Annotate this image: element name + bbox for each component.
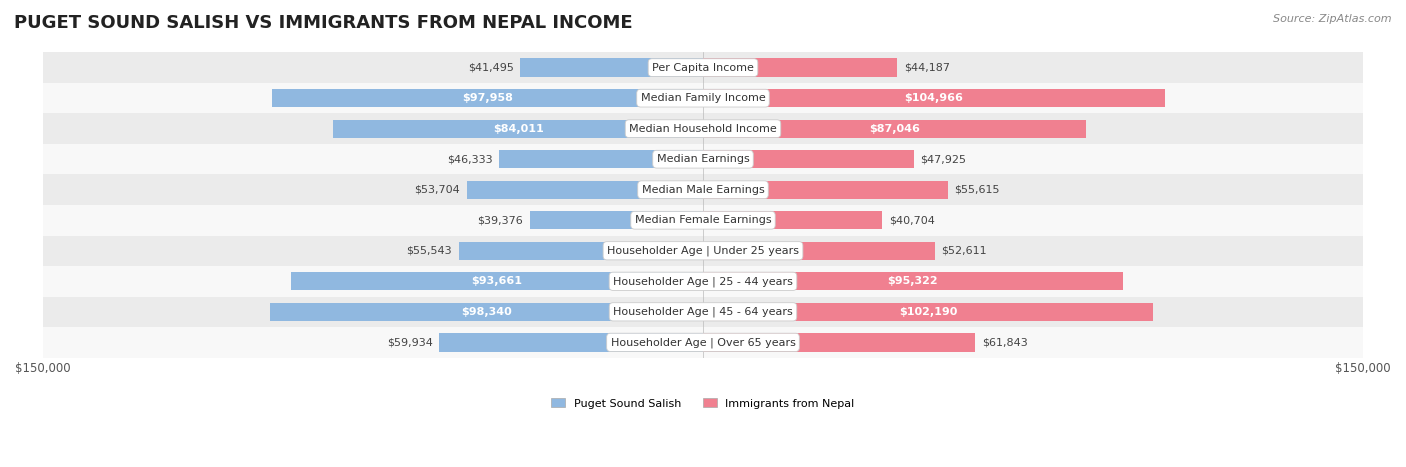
Text: Source: ZipAtlas.com: Source: ZipAtlas.com [1274, 14, 1392, 24]
Text: Median Earnings: Median Earnings [657, 154, 749, 164]
Text: $39,376: $39,376 [478, 215, 523, 225]
Text: $53,704: $53,704 [415, 185, 460, 195]
FancyBboxPatch shape [42, 327, 1364, 358]
FancyBboxPatch shape [42, 52, 1364, 83]
Bar [499, 150, 703, 169]
Bar [703, 303, 1153, 321]
FancyBboxPatch shape [42, 144, 1364, 175]
Text: $61,843: $61,843 [981, 337, 1028, 347]
Bar [703, 211, 882, 229]
Text: $102,190: $102,190 [898, 307, 957, 317]
Bar [703, 150, 914, 169]
Bar [270, 303, 703, 321]
Text: Median Family Income: Median Family Income [641, 93, 765, 103]
Bar [520, 58, 703, 77]
FancyBboxPatch shape [42, 113, 1364, 144]
FancyBboxPatch shape [42, 235, 1364, 266]
Bar [703, 120, 1085, 138]
Text: $84,011: $84,011 [492, 124, 544, 134]
Text: $55,543: $55,543 [406, 246, 451, 256]
Text: $104,966: $104,966 [904, 93, 963, 103]
Text: $40,704: $40,704 [889, 215, 935, 225]
Text: Householder Age | 45 - 64 years: Householder Age | 45 - 64 years [613, 306, 793, 317]
Text: $97,958: $97,958 [463, 93, 513, 103]
Bar [291, 272, 703, 290]
Bar [439, 333, 703, 352]
Bar [703, 241, 935, 260]
Text: Median Household Income: Median Household Income [628, 124, 778, 134]
Text: $98,340: $98,340 [461, 307, 512, 317]
Text: $87,046: $87,046 [869, 124, 920, 134]
Legend: Puget Sound Salish, Immigrants from Nepal: Puget Sound Salish, Immigrants from Nepa… [547, 394, 859, 413]
Text: Householder Age | 25 - 44 years: Householder Age | 25 - 44 years [613, 276, 793, 287]
Text: $52,611: $52,611 [941, 246, 987, 256]
Bar [333, 120, 703, 138]
Bar [703, 272, 1122, 290]
Text: Per Capita Income: Per Capita Income [652, 63, 754, 73]
Text: $93,661: $93,661 [471, 276, 523, 286]
Text: Median Male Earnings: Median Male Earnings [641, 185, 765, 195]
FancyBboxPatch shape [42, 297, 1364, 327]
FancyBboxPatch shape [42, 266, 1364, 297]
FancyBboxPatch shape [42, 175, 1364, 205]
Text: $59,934: $59,934 [387, 337, 433, 347]
Bar [467, 181, 703, 199]
Bar [458, 241, 703, 260]
Text: $47,925: $47,925 [921, 154, 966, 164]
Bar [703, 181, 948, 199]
Bar [703, 58, 897, 77]
FancyBboxPatch shape [42, 205, 1364, 235]
Text: $55,615: $55,615 [955, 185, 1000, 195]
Bar [703, 89, 1166, 107]
Text: PUGET SOUND SALISH VS IMMIGRANTS FROM NEPAL INCOME: PUGET SOUND SALISH VS IMMIGRANTS FROM NE… [14, 14, 633, 32]
Text: $46,333: $46,333 [447, 154, 492, 164]
Text: Median Female Earnings: Median Female Earnings [634, 215, 772, 225]
Text: Householder Age | Over 65 years: Householder Age | Over 65 years [610, 337, 796, 347]
Text: $95,322: $95,322 [887, 276, 938, 286]
Text: $44,187: $44,187 [904, 63, 950, 73]
Bar [530, 211, 703, 229]
Text: $41,495: $41,495 [468, 63, 513, 73]
FancyBboxPatch shape [42, 83, 1364, 113]
Bar [703, 333, 976, 352]
Text: Householder Age | Under 25 years: Householder Age | Under 25 years [607, 246, 799, 256]
Bar [271, 89, 703, 107]
